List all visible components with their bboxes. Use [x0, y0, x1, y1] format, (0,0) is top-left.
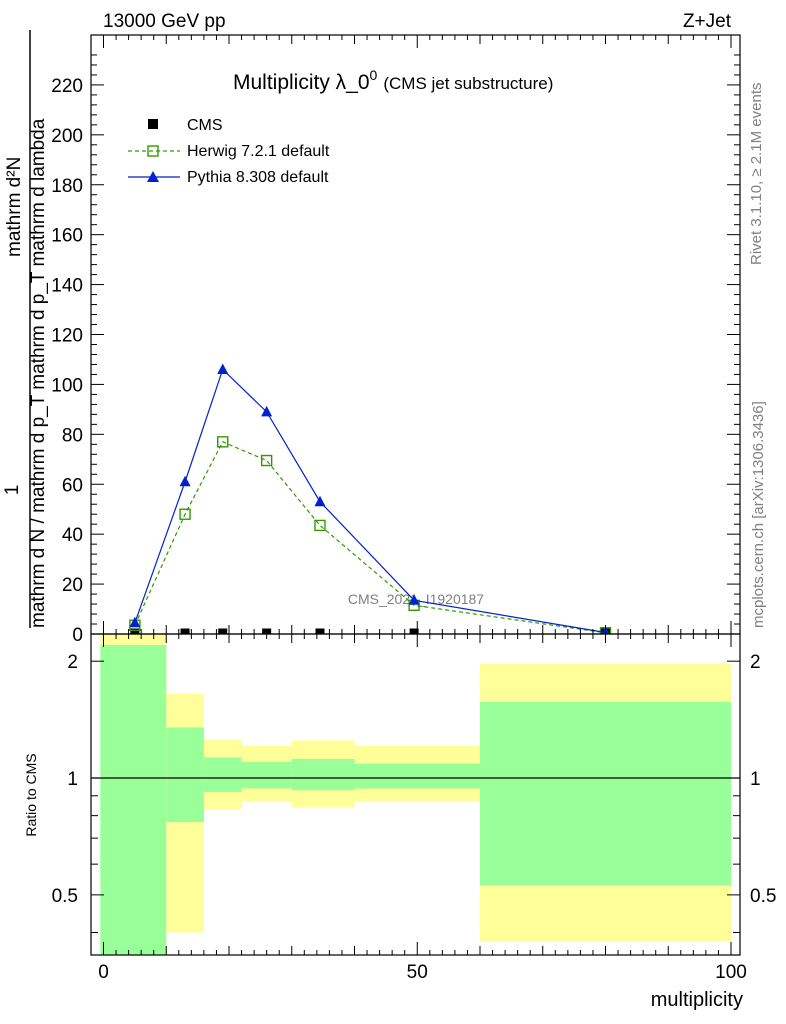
pythia-point-3: [261, 405, 273, 417]
herwig-point-1: [179, 508, 191, 520]
cms-point-0: [130, 628, 140, 634]
y-tick-label-140: 140: [51, 276, 83, 297]
ratio-tick-label-left-0.5: 0.5: [52, 886, 78, 907]
y-axis-title-top: 1: [2, 485, 23, 496]
rivet-label: Rivet 3.1.10, ≥ 2.1M events: [748, 83, 765, 266]
pythia-point-5: [408, 594, 420, 605]
legend-cms-marker: [148, 119, 158, 129]
pythia-point-1: [179, 475, 191, 487]
legend: CMS Herwig 7.2.1 default Pythia 8.308 de…: [128, 117, 330, 186]
ratio-band-green-2: [203, 757, 242, 793]
ratio-band-green-6: [480, 701, 731, 886]
legend-herwig-marker: [147, 145, 159, 157]
y-tick-label-120: 120: [51, 326, 83, 347]
cms-point-1: [180, 628, 190, 634]
y-tick-label-80: 80: [62, 425, 83, 446]
ratio-tick-label-left-2: 2: [67, 652, 78, 673]
legend-herwig-label: Herwig 7.2.1 default: [187, 143, 330, 160]
ratio-tick-label-right-1: 1: [750, 769, 761, 790]
y-axis-title-alt: mathrm d²N: [4, 157, 25, 257]
y-tick-label-20: 20: [62, 575, 83, 596]
ratio-band-green-3: [241, 761, 292, 789]
herwig-point-4: [314, 519, 326, 532]
y-axis-title-main: mathrm d N / mathrm d p_T mathrm d p_T m…: [28, 118, 49, 628]
y-tick-label-160: 160: [51, 226, 83, 247]
ratio-band-green-4: [291, 758, 355, 791]
y-tick-label-180: 180: [51, 176, 83, 197]
y-tick-label-220: 220: [51, 76, 83, 97]
legend-pythia-marker: [147, 171, 159, 182]
cms-point-4: [315, 628, 325, 634]
ratio-tick-label-right-0.5: 0.5: [750, 886, 776, 907]
legend-pythia-label: Pythia 8.308 default: [187, 169, 329, 186]
y-tick-label-60: 60: [62, 475, 83, 496]
header-right: Z+Jet: [683, 11, 732, 32]
herwig-point-2: [217, 436, 229, 448]
y-tick-label-200: 200: [51, 126, 83, 147]
plot-title: Multiplicity λ_00 (CMS jet substructure): [233, 67, 553, 94]
cms-point-2: [218, 628, 228, 634]
y-tick-label-0: 0: [72, 625, 83, 646]
mcplots-label: mcplots.cern.ch [arXiv:1306.3436]: [750, 401, 767, 628]
pythia-point-0: [129, 616, 141, 628]
ratio-plot-frame: [90, 633, 741, 956]
x-tick-label-50: 50: [407, 962, 428, 983]
ratio-tick-label-left-1: 1: [67, 769, 78, 790]
ratio-band-green-1: [166, 727, 204, 823]
header-left: 13000 GeV pp: [103, 11, 226, 32]
x-tick-label-100: 100: [715, 962, 747, 983]
pythia-point-2: [217, 363, 229, 374]
pythia-point-4: [314, 495, 326, 507]
y-tick-label-100: 100: [51, 375, 83, 396]
x-tick-label-0: 0: [98, 962, 109, 983]
ratio-band-green-5: [354, 763, 480, 789]
ratio-tick-label-right-2: 2: [750, 652, 761, 673]
ratio-y-axis-title: Ratio to CMS: [23, 753, 39, 836]
herwig-point-3: [260, 454, 273, 467]
series-line-1: [134, 441, 606, 634]
y-tick-label-40: 40: [62, 525, 83, 546]
x-axis-title: multiplicity: [651, 989, 743, 1011]
legend-cms-label: CMS: [187, 117, 223, 134]
cms-point-5: [409, 628, 419, 634]
ratio-band-green-0: [100, 645, 167, 955]
